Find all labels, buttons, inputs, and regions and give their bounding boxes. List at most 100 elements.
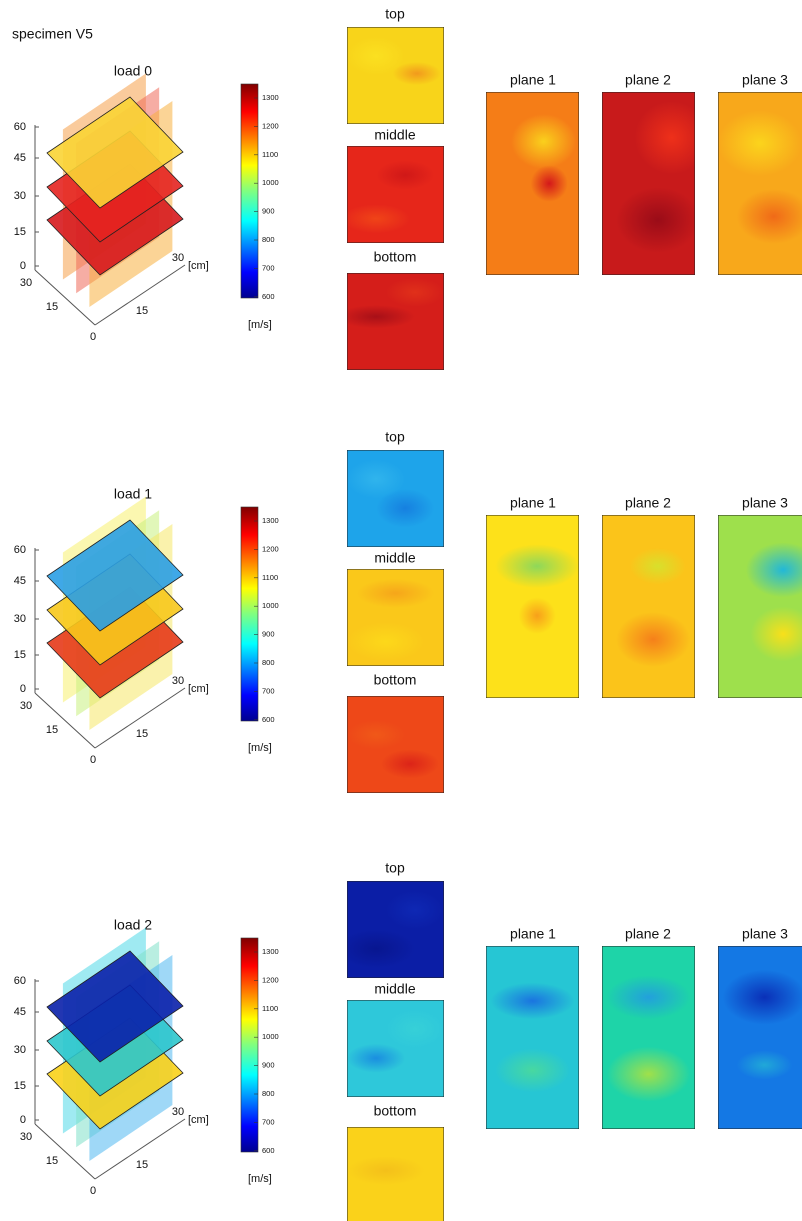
- heatmap-blob: [736, 1050, 793, 1080]
- z-tick-label: 30: [14, 190, 26, 202]
- z-tick-label: 60: [14, 544, 26, 556]
- colorbar-unit: [m/s]: [248, 1173, 272, 1185]
- colorbar-tick-label: 700: [262, 1117, 275, 1126]
- horizontal-slice: [46, 950, 184, 1063]
- plane-label: plane 1: [510, 495, 556, 511]
- width-tick-label: 15: [136, 1159, 148, 1171]
- depth-tick-label: 30: [20, 277, 32, 289]
- depth-axis: [34, 269, 96, 326]
- heatmap-blob: [347, 1156, 425, 1186]
- heatmap-blob: [347, 1043, 406, 1073]
- colorbar-tick-label: 1000: [262, 1032, 279, 1041]
- colorbar-tick-label: 800: [262, 658, 275, 667]
- z-tick-label: 60: [14, 121, 26, 133]
- heatmap: [347, 273, 444, 370]
- slice-label: top: [385, 860, 405, 876]
- colorbar-tick-label: 700: [262, 263, 275, 272]
- heatmap: [718, 946, 802, 1129]
- colorbar-tick-label: 1000: [262, 601, 279, 610]
- depth-tick-label: 30: [20, 1131, 32, 1143]
- heatmap-blob: [606, 975, 691, 1020]
- slice-label: top: [385, 6, 405, 22]
- plane-label: plane 1: [510, 72, 556, 88]
- heatmap-blob: [490, 982, 575, 1020]
- colorbar-tick-label: 900: [262, 207, 275, 216]
- z-tick-label: 0: [20, 683, 26, 695]
- depth-tick-label: 15: [46, 1155, 58, 1167]
- heatmap: [347, 27, 444, 124]
- heatmap: [486, 515, 579, 698]
- heatmap: [347, 696, 444, 793]
- colorbar-tick-label: 1100: [262, 573, 278, 582]
- colorbar-tick-label: 1300: [262, 93, 279, 102]
- heatmap: [718, 92, 802, 275]
- heatmap: [347, 569, 444, 666]
- depth-axis: [34, 692, 96, 749]
- heatmap-base: [486, 946, 579, 1129]
- heatmap-blob: [530, 165, 568, 202]
- heatmap-base: [718, 515, 802, 698]
- heatmap: [602, 92, 695, 275]
- heatmap: [486, 946, 579, 1129]
- width-axis: [94, 687, 186, 749]
- slice-label: middle: [374, 550, 415, 566]
- heatmap-blob: [750, 606, 802, 662]
- heatmap-blob: [347, 305, 415, 329]
- heatmap-blob: [745, 542, 802, 598]
- depth-tick-label: 0: [90, 754, 96, 766]
- z-tick-label: 0: [20, 1114, 26, 1126]
- heatmap-blob: [385, 890, 444, 930]
- colorbar-tick-label: 1100: [262, 150, 278, 159]
- z-tick-label: 15: [14, 649, 26, 661]
- depth-tick-label: 0: [90, 331, 96, 343]
- colorbar-tick-label: 900: [262, 630, 275, 639]
- plane-label: plane 2: [625, 72, 671, 88]
- depth-tick-label: 15: [46, 301, 58, 313]
- colorbar-tick-label: 1200: [262, 121, 279, 130]
- plane-label: plane 1: [510, 926, 556, 942]
- z-tick-label: 15: [14, 1080, 26, 1092]
- heatmap-blob: [356, 578, 435, 608]
- width-tick-label: 15: [136, 305, 148, 317]
- axis-unit: [cm]: [188, 1114, 209, 1126]
- z-tick-label: 60: [14, 975, 26, 987]
- heatmap-blob: [718, 110, 802, 177]
- colorbar-unit: [m/s]: [248, 319, 272, 331]
- slice-label: bottom: [374, 1103, 417, 1119]
- heatmap: [347, 146, 444, 243]
- heatmap-blob: [347, 459, 406, 499]
- heatmap-base: [602, 515, 695, 698]
- plane-label: plane 2: [625, 926, 671, 942]
- heatmap: [347, 881, 444, 978]
- colorbar-unit: [m/s]: [248, 742, 272, 754]
- panel-label: load 2: [114, 917, 152, 933]
- heatmap: [347, 450, 444, 547]
- heatmap-base: [602, 946, 695, 1129]
- heatmap-blob: [385, 277, 444, 307]
- colorbar: [240, 937, 259, 1153]
- colorbar-tick-label: 1200: [262, 544, 279, 553]
- heatmap-blob: [380, 749, 440, 779]
- width-axis: [94, 1118, 186, 1180]
- depth-tick-label: 0: [90, 1185, 96, 1197]
- colorbar-tick-label: 800: [262, 1089, 275, 1098]
- figure-title: specimen V5: [12, 26, 93, 42]
- heatmap-blob: [722, 969, 802, 1025]
- heatmap-blob: [495, 544, 579, 589]
- horizontal-slice: [46, 96, 184, 209]
- heatmap: [718, 515, 802, 698]
- colorbar-tick-label: 600: [262, 1146, 275, 1155]
- heatmap-blob: [347, 36, 406, 76]
- colorbar-tick-label: 1000: [262, 178, 279, 187]
- heatmap: [602, 946, 695, 1129]
- heatmap-blob: [376, 160, 435, 190]
- heatmap-blob: [347, 622, 425, 662]
- heatmap-blob: [385, 1009, 444, 1049]
- heatmap-blob: [511, 113, 577, 169]
- z-tick-label: 45: [14, 575, 26, 587]
- width-axis: [94, 264, 186, 326]
- slice-label: bottom: [374, 672, 417, 688]
- colorbar: [240, 506, 259, 722]
